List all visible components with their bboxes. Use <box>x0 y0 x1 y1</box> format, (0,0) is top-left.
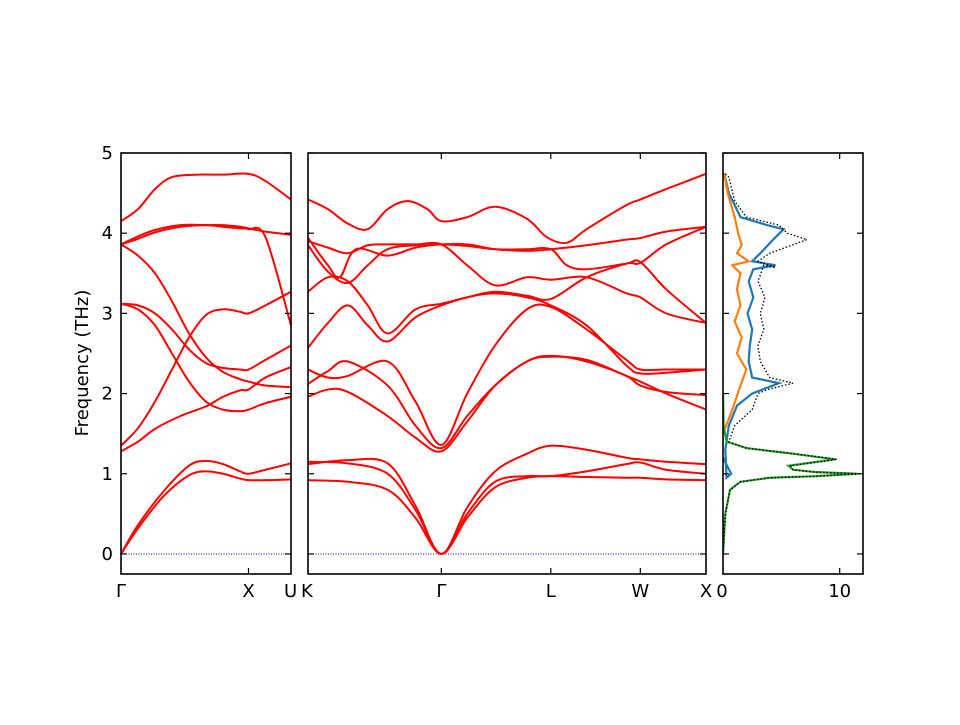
phonon-band <box>120 290 292 447</box>
left-panel-frame <box>120 152 292 575</box>
x-tick-label: X <box>242 581 254 602</box>
phonon-band <box>307 354 707 450</box>
phonon-band <box>307 303 706 446</box>
phonon-band <box>120 243 292 389</box>
x-tick-label: L <box>546 581 556 602</box>
y-axis-label: Frequency (THz) <box>72 290 93 437</box>
phonon-band <box>120 366 292 453</box>
y-tick-label: 1 <box>102 464 113 485</box>
phonon-band <box>120 223 292 326</box>
phonon-band <box>307 225 707 335</box>
phonon-band <box>307 225 707 279</box>
middle-panel-frame <box>307 152 707 575</box>
x-tick-label: U <box>284 581 297 602</box>
dos-curves <box>723 172 861 555</box>
phonon-band <box>120 302 292 372</box>
phonon-band <box>307 240 707 324</box>
phonon-band <box>120 172 292 222</box>
y-tick-label: 5 <box>102 143 113 164</box>
dos-series <box>723 393 858 555</box>
phonon-band <box>120 470 292 555</box>
dos-x-tick-label: 0 <box>716 581 727 602</box>
y-tick-label: 3 <box>102 303 113 324</box>
y-tick-label: 4 <box>102 223 113 244</box>
phonon-band <box>307 243 707 324</box>
dos-x-tick-label: 10 <box>828 581 851 602</box>
x-tick-label: Γ <box>116 581 126 602</box>
phonon-band <box>307 444 707 555</box>
x-tick-label: Γ <box>436 581 446 602</box>
dos-panel-frame <box>722 152 864 575</box>
x-tick-label: W <box>631 581 649 602</box>
dos-panel: 0 10 <box>716 152 864 602</box>
dos-series <box>723 172 752 435</box>
phonon-band <box>307 475 707 555</box>
dos-series <box>723 172 786 481</box>
phonon-band <box>307 172 707 245</box>
phonon-band <box>307 460 707 555</box>
phonon-band <box>120 459 292 555</box>
phonon-band <box>120 223 292 246</box>
x-tick-label: X <box>700 581 712 602</box>
dos-series <box>723 172 861 554</box>
y-tick-label: 2 <box>102 384 113 405</box>
x-tick-label: K <box>301 581 314 602</box>
y-tick-label: 0 <box>102 544 113 565</box>
phonon-band <box>120 302 292 413</box>
left-dispersion-panel: 0 1 2 3 4 5 Γ X U <box>102 143 298 602</box>
